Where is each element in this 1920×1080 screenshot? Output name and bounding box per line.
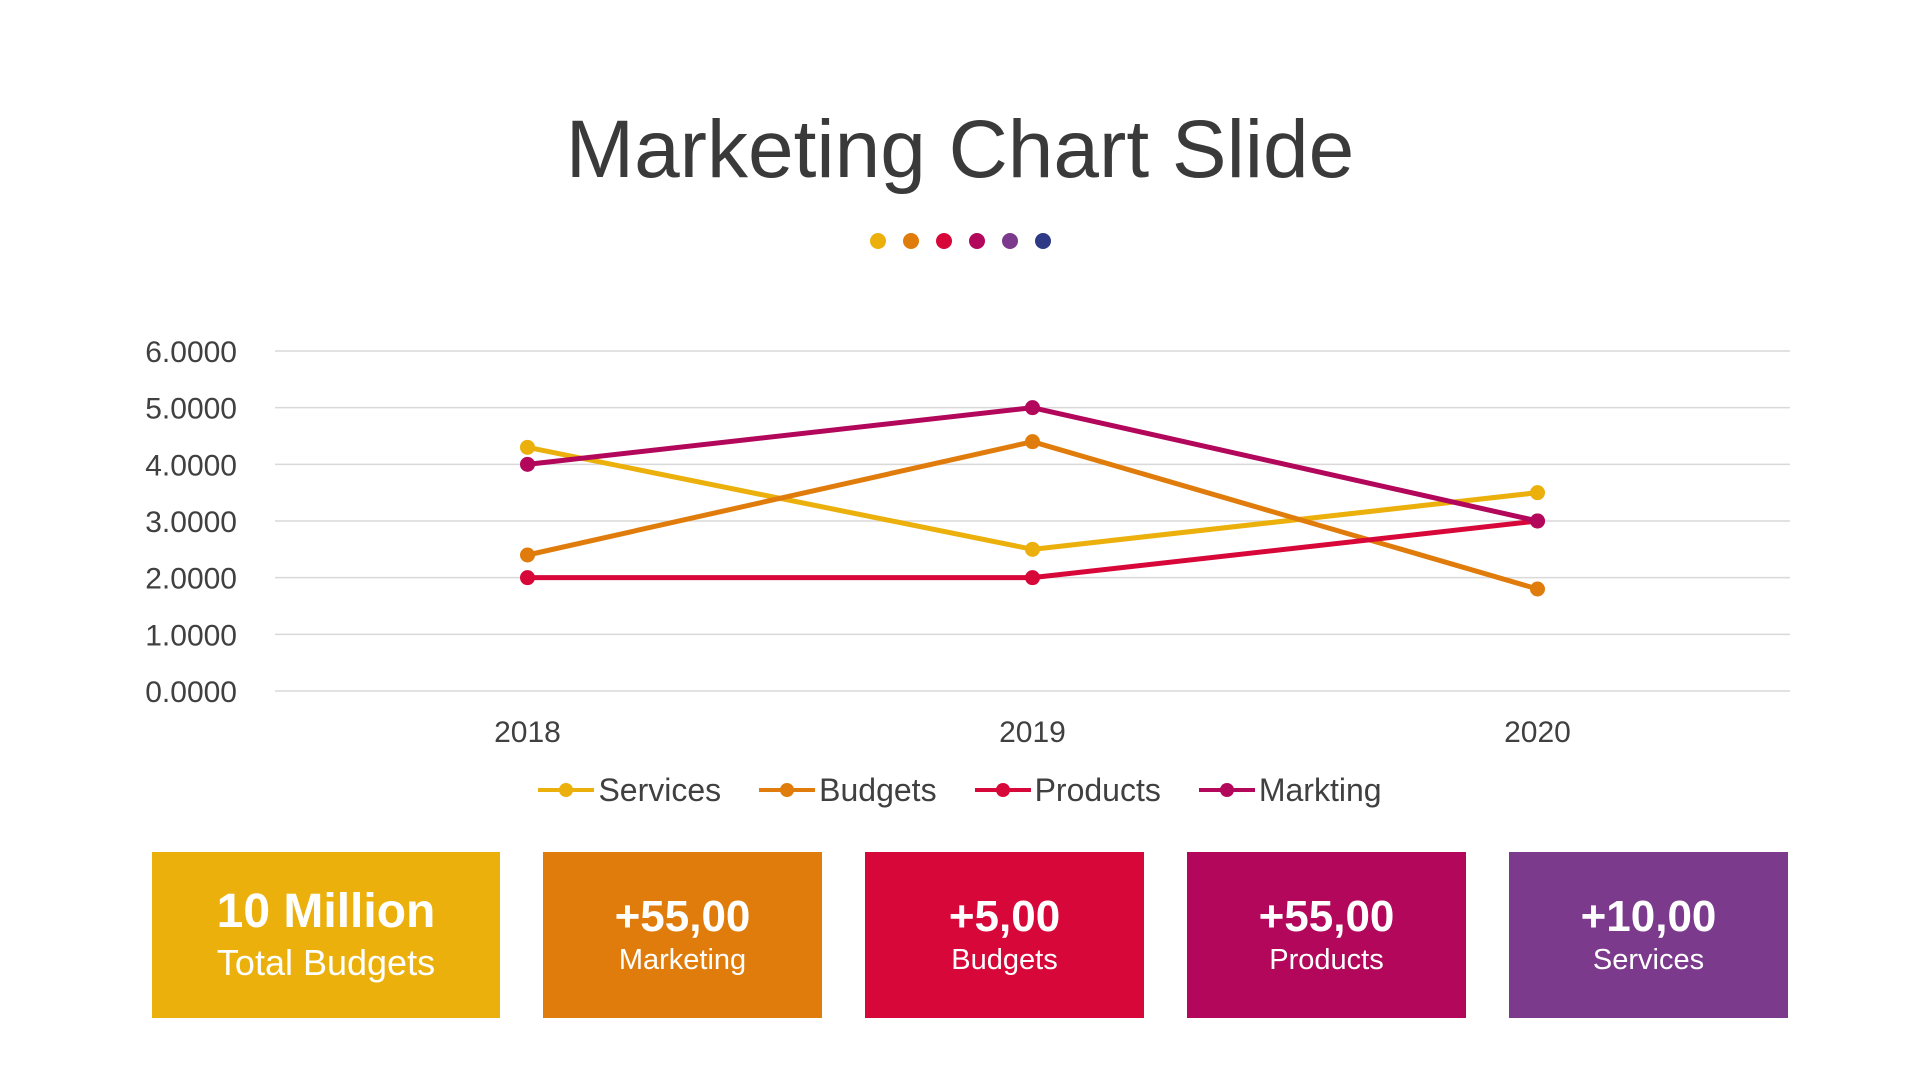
series-line-services xyxy=(525,444,1540,552)
stat-label: Products xyxy=(1269,944,1384,976)
x-tick-label: 2019 xyxy=(999,716,1066,749)
decor-dot xyxy=(935,233,952,249)
legend-swatch xyxy=(759,770,816,810)
legend-label: Products xyxy=(1034,771,1161,808)
y-tick-label: 0.0000 xyxy=(145,676,237,709)
data-point-services xyxy=(1530,485,1545,501)
stat-card-total-budgets: 10 Million Total Budgets xyxy=(152,852,500,1018)
stat-value: +55,00 xyxy=(614,892,751,941)
stat-value: +10,00 xyxy=(1580,892,1717,941)
data-point-services xyxy=(520,439,535,455)
data-point-budgets xyxy=(1025,434,1040,450)
decor-dot xyxy=(869,233,886,249)
legend-item-markting: Markting xyxy=(1198,770,1382,810)
legend-swatch xyxy=(974,770,1031,810)
stat-cards: 10 Million Total Budgets +55,00 Marketin… xyxy=(0,852,1920,1018)
decor-dot xyxy=(902,233,919,249)
data-point-budgets xyxy=(1530,581,1545,597)
data-point-markting xyxy=(1025,400,1040,416)
stat-label: Total Budgets xyxy=(216,942,436,983)
legend-label: Budgets xyxy=(819,771,937,808)
legend-item-services: Services xyxy=(538,770,721,810)
legend-item-products: Products xyxy=(974,770,1161,810)
legend-label: Services xyxy=(598,771,722,808)
stat-label: Marketing xyxy=(618,944,747,976)
data-point-services xyxy=(1025,541,1040,557)
y-tick-label: 3.0000 xyxy=(145,506,237,539)
decorative-dots xyxy=(0,233,1920,249)
y-tick-label: 2.0000 xyxy=(145,563,237,596)
stat-value: 10 Million xyxy=(216,885,436,938)
line-chart: 0.0000 1.0000 2.0000 3.0000 4.0000 5.0000 6.00… xyxy=(145,336,1790,749)
chart-legend: Services Budgets Products Markting xyxy=(0,770,1920,810)
y-tick-label: 5.0000 xyxy=(145,393,237,426)
legend-item-budgets: Budgets xyxy=(759,770,937,810)
data-point-products xyxy=(520,570,535,586)
stat-label: Budgets xyxy=(951,944,1058,976)
slide-title: Marketing Chart Slide xyxy=(565,104,1355,195)
data-point-markting xyxy=(1530,513,1545,529)
stat-card-products: +55,00 Products xyxy=(1187,852,1466,1018)
y-tick-label: 1.0000 xyxy=(145,619,237,652)
stat-card-budgets: +5,00 Budgets xyxy=(865,852,1144,1018)
decor-dot xyxy=(1001,233,1018,249)
stat-value: +55,00 xyxy=(1258,892,1395,941)
stat-card-marketing: +55,00 Marketing xyxy=(543,852,822,1018)
data-point-markting xyxy=(520,456,535,472)
data-point-budgets xyxy=(520,547,535,563)
x-tick-label: 2018 xyxy=(494,716,561,749)
data-point-products xyxy=(1025,570,1040,586)
stat-label: Services xyxy=(1592,944,1705,976)
legend-swatch xyxy=(538,770,595,810)
x-tick-label: 2020 xyxy=(1504,716,1571,749)
y-tick-label: 4.0000 xyxy=(145,449,237,482)
decor-dot xyxy=(968,233,985,249)
legend-swatch xyxy=(1198,770,1255,810)
y-tick-label: 6.0000 xyxy=(145,336,237,369)
stat-card-services: +10,00 Services xyxy=(1509,852,1788,1018)
legend-label: Markting xyxy=(1258,771,1382,808)
decor-dot xyxy=(1034,233,1051,249)
stat-value: +5,00 xyxy=(948,892,1061,941)
